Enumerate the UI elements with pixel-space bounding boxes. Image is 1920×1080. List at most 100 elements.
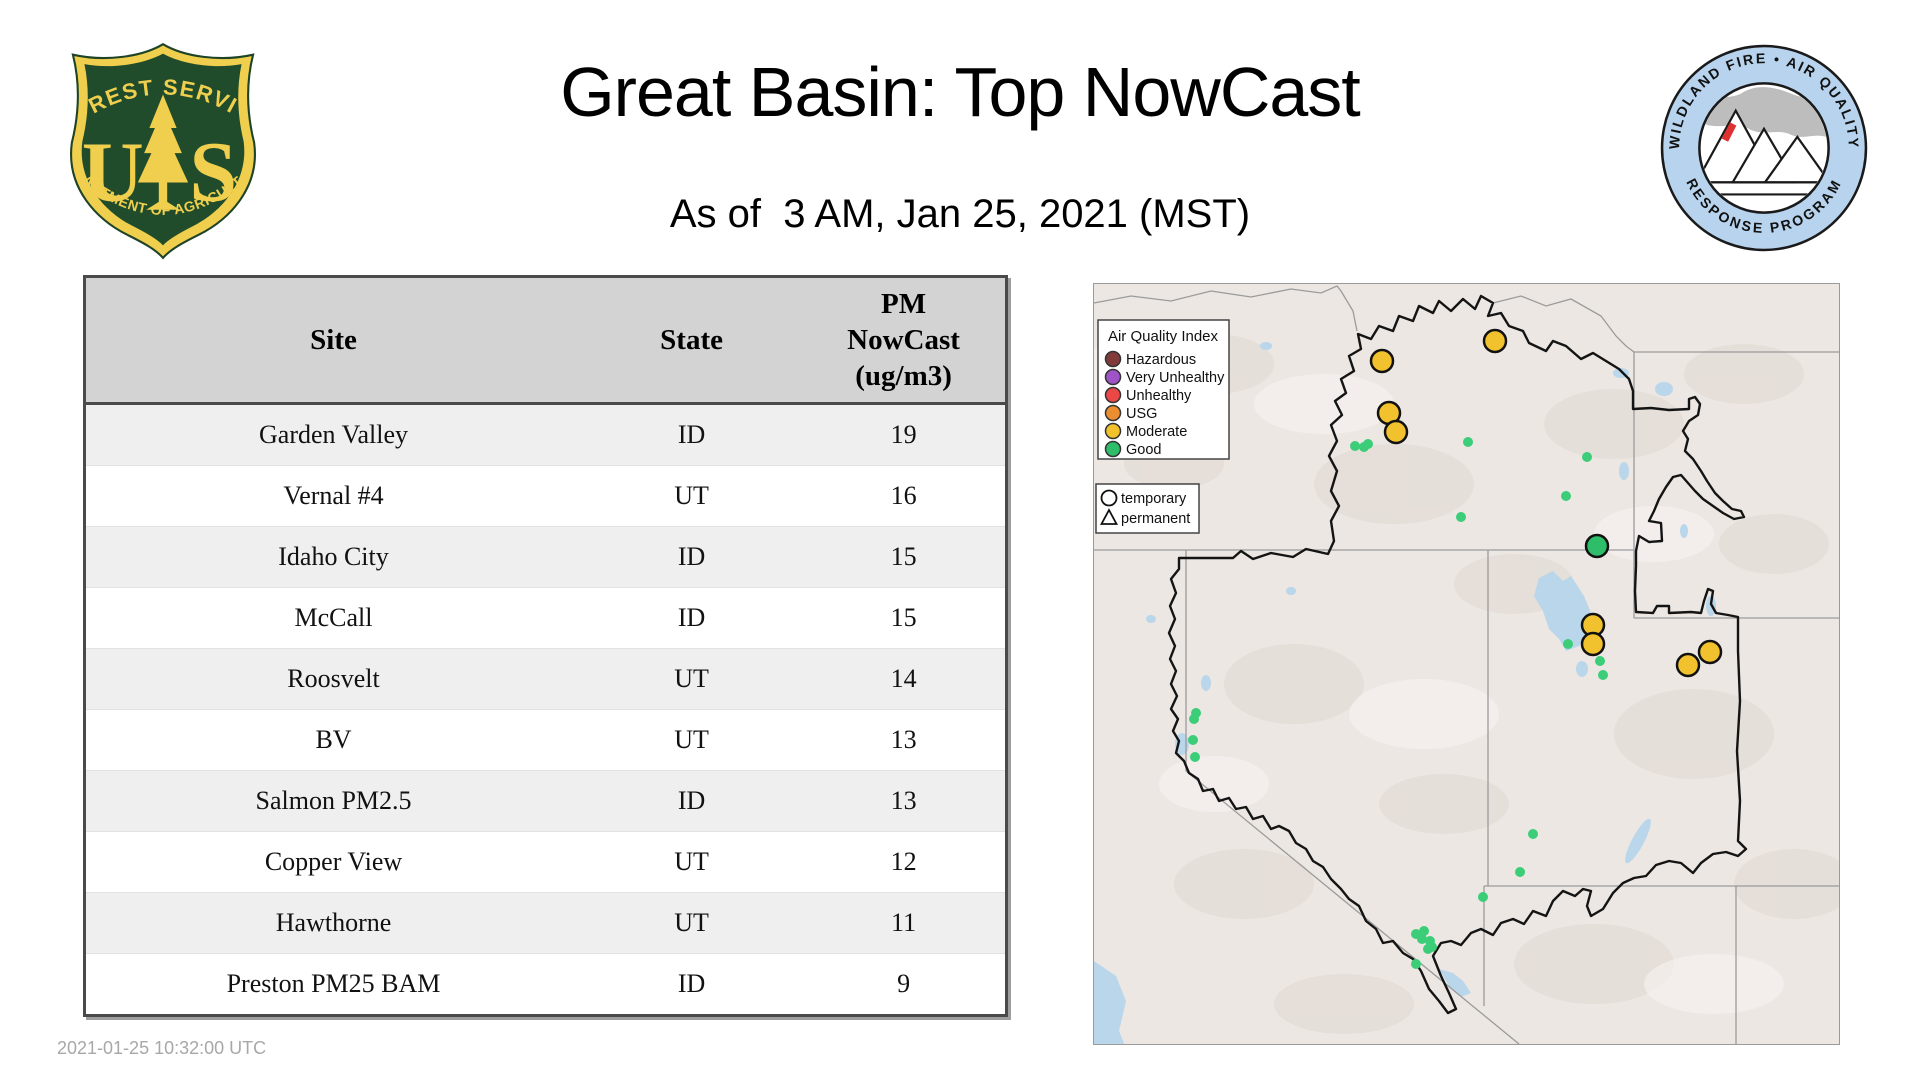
site-cell: Copper View [84, 831, 582, 893]
pine-tree-icon [137, 94, 189, 210]
mountains-icon [1700, 108, 1828, 196]
aqi-legend-dot-unhealthy [1104, 386, 1122, 404]
moderate-temporary-monitor-marker [1383, 419, 1409, 445]
aqi-legend-dot-good [1104, 440, 1122, 458]
aqi-legend-dot-usg [1104, 404, 1122, 422]
nowcast-cell: 15 [802, 526, 1007, 588]
terrain-shading [1124, 334, 1839, 1034]
good-permanent-monitor-marker [1419, 926, 1429, 936]
column-header-site: Site [84, 276, 582, 405]
good-permanent-monitor-marker [1478, 892, 1488, 902]
lakes [1094, 342, 1716, 1044]
fs-letter-u: U [82, 123, 144, 219]
good-permanent-monitor-marker [1456, 512, 1466, 522]
moderate-temporary-monitor-marker [1697, 639, 1723, 665]
wildland-fire-air-quality-logo: WILDLAND FIRE • AIR QUALITY RESPONSE PRO… [1658, 42, 1870, 254]
good-permanent-monitor-marker [1417, 934, 1427, 944]
site-cell: McCall [84, 587, 582, 649]
great-basin-boundary [1167, 294, 1748, 1015]
forest-service-shield: FOREST SERVICE U S DEPARTMENT OF AGRICUL… [49, 20, 256, 260]
good-permanent-monitor-marker [1582, 452, 1592, 462]
site-cell: Idaho City [84, 526, 582, 588]
good-temporary-monitor-marker [1584, 533, 1610, 559]
good-permanent-monitor-marker [1463, 437, 1473, 447]
state-cell: UT [581, 465, 803, 527]
aqi-legend-dot-hazardous [1104, 350, 1122, 368]
site-cell: Salmon PM2.5 [84, 770, 582, 832]
smoke-cloud [1700, 87, 1828, 139]
aqi-legend-label: Hazardous [1126, 352, 1196, 368]
fs-letter-s: S [189, 123, 237, 219]
site-cell: Garden Valley [84, 403, 582, 466]
terrain-highlights [1094, 349, 1784, 1014]
permanent-symbol-label: permanent [1121, 511, 1190, 527]
nowcast-cell: 14 [802, 648, 1007, 710]
aqi-legend: Air Quality Index Hazardous Very Unhealth… [1097, 319, 1230, 460]
page-subtitle: As of 3 AM, Jan 25, 2021 (MST) [669, 192, 1251, 236]
state-cell: ID [581, 953, 803, 1016]
moderate-temporary-monitor-marker [1580, 631, 1606, 657]
moderate-temporary-monitor-marker [1675, 652, 1701, 678]
good-permanent-monitor-marker [1411, 959, 1421, 969]
forest-service-logo: FOREST SERVICE U S DEPARTMENT OF AGRICUL… [49, 20, 268, 260]
state-cell: UT [581, 709, 803, 771]
column-header-pm-nowcast: PM NowCast (ug/m3) [802, 276, 1007, 405]
page-title: Great Basin: Top NowCast [560, 53, 1361, 131]
good-permanent-monitor-marker [1563, 639, 1573, 649]
site-cell: Hawthorne [84, 892, 582, 954]
nowcast-cell: 16 [802, 465, 1007, 527]
state-cell: ID [581, 526, 803, 588]
aqi-legend-label: Unhealthy [1126, 388, 1192, 404]
temporary-symbol-label: temporary [1121, 491, 1187, 507]
moderate-temporary-monitor-marker [1482, 328, 1508, 354]
nowcast-cell: 12 [802, 831, 1007, 893]
nowcast-cell: 11 [802, 892, 1007, 954]
good-permanent-monitor-marker [1561, 491, 1571, 501]
table-row: Idaho City ID 15 [84, 526, 1007, 588]
site-cell: BV [84, 709, 582, 771]
aqi-legend-label: Moderate [1126, 424, 1187, 440]
nowcast-cell: 13 [802, 770, 1007, 832]
moderate-temporary-monitor-marker [1369, 348, 1395, 374]
aqi-legend-label: Good [1126, 442, 1161, 458]
temporary-markers [1369, 328, 1723, 678]
table-row: McCall ID 15 [84, 587, 1007, 649]
table-row: Roosvelt UT 14 [84, 648, 1007, 710]
column-header-state: State [581, 276, 803, 405]
aqi-legend-title: Air Quality Index [1108, 328, 1219, 345]
nowcast-cell: 19 [802, 403, 1007, 466]
table-row: Preston PM25 BAM ID 9 [84, 953, 1007, 1016]
temporary-symbol-icon [1100, 489, 1118, 507]
aqi-legend-label: Very Unhealthy [1126, 370, 1225, 386]
table-header: Site State PM NowCast (ug/m3) [84, 276, 1007, 405]
good-permanent-markers [1188, 437, 1608, 969]
good-permanent-monitor-marker [1427, 942, 1437, 952]
table-body: Garden Valley ID 19 Vernal #4 UT 16 Idaho City… [84, 403, 1007, 1016]
good-permanent-monitor-marker [1350, 441, 1360, 451]
state-cell: UT [581, 831, 803, 893]
aqi-legend-dot-very-unhealthy [1104, 368, 1122, 386]
state-cell: ID [581, 403, 803, 466]
state-cell: ID [581, 587, 803, 649]
state-cell: UT [581, 648, 803, 710]
table-row: Hawthorne UT 11 [84, 892, 1007, 954]
permanent-symbol-icon [1099, 508, 1119, 525]
table-row: Copper View UT 12 [84, 831, 1007, 893]
nowcast-cell: 13 [802, 709, 1007, 771]
fire-mark-icon [1721, 122, 1737, 142]
aqi-legend-label: USG [1126, 406, 1157, 422]
good-permanent-monitor-marker [1595, 656, 1605, 666]
good-permanent-monitor-marker [1515, 867, 1525, 877]
nowcast-table: Site State PM NowCast (ug/m3) Garden Val… [83, 275, 1008, 1017]
table-row: Salmon PM2.5 ID 13 [84, 770, 1007, 832]
symbol-legend: temporary permanent [1095, 483, 1200, 534]
table-row: Garden Valley ID 19 [84, 403, 1007, 466]
table-row: BV UT 13 [84, 709, 1007, 771]
state-cell: ID [581, 770, 803, 832]
monitor-map: Air Quality Index Hazardous Very Unhealth… [1093, 283, 1840, 1045]
site-cell: Roosvelt [84, 648, 582, 710]
site-cell: Vernal #4 [84, 465, 582, 527]
site-cell: Preston PM25 BAM [84, 953, 582, 1016]
good-permanent-monitor-marker [1190, 752, 1200, 762]
state-cell: UT [581, 892, 803, 954]
